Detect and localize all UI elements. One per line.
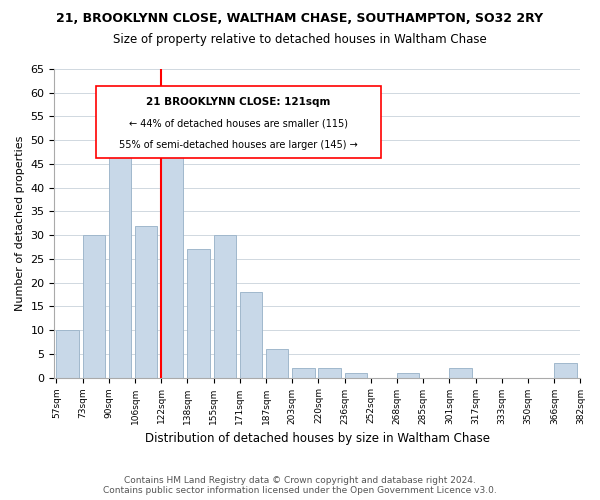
Bar <box>292 368 314 378</box>
Bar <box>240 292 262 378</box>
FancyBboxPatch shape <box>97 86 380 158</box>
X-axis label: Distribution of detached houses by size in Waltham Chase: Distribution of detached houses by size … <box>145 432 490 445</box>
Bar <box>397 373 419 378</box>
Bar <box>449 368 472 378</box>
Text: 21, BROOKLYNN CLOSE, WALTHAM CHASE, SOUTHAMPTON, SO32 2RY: 21, BROOKLYNN CLOSE, WALTHAM CHASE, SOUT… <box>56 12 544 26</box>
Text: ← 44% of detached houses are smaller (115): ← 44% of detached houses are smaller (11… <box>129 118 348 128</box>
Bar <box>161 136 184 378</box>
Bar <box>344 373 367 378</box>
Y-axis label: Number of detached properties: Number of detached properties <box>15 136 25 311</box>
Text: Size of property relative to detached houses in Waltham Chase: Size of property relative to detached ho… <box>113 32 487 46</box>
Bar <box>266 349 288 378</box>
Bar <box>214 235 236 378</box>
Bar <box>187 250 209 378</box>
Text: Contains HM Land Registry data © Crown copyright and database right 2024.
Contai: Contains HM Land Registry data © Crown c… <box>103 476 497 495</box>
Text: 55% of semi-detached houses are larger (145) →: 55% of semi-detached houses are larger (… <box>119 140 358 150</box>
Bar <box>83 235 105 378</box>
Bar <box>135 226 157 378</box>
Bar <box>554 364 577 378</box>
Bar <box>109 154 131 378</box>
Bar <box>56 330 79 378</box>
Text: 21 BROOKLYNN CLOSE: 121sqm: 21 BROOKLYNN CLOSE: 121sqm <box>146 97 331 107</box>
Bar <box>319 368 341 378</box>
